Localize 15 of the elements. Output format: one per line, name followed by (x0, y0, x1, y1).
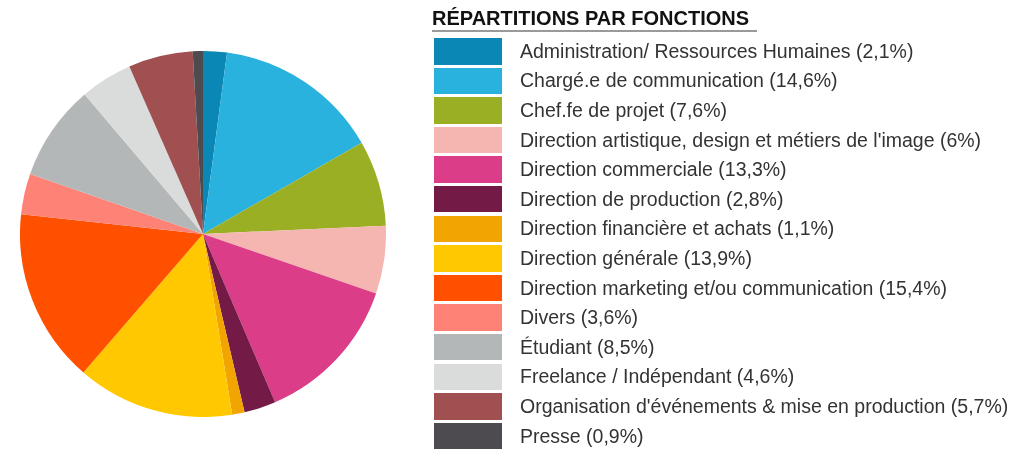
legend-label: Direction de production (2,8%) (520, 187, 784, 211)
legend-label: Direction artistique, design et métiers de l'image (6%) (520, 128, 982, 152)
legend-label: Administration/ Ressources Humaines (2,1%) (520, 39, 914, 63)
legend-label: Direction marketing et/ou communication (15,4%) (520, 276, 948, 300)
legend-label: Direction financière et achats (1,1%) (520, 217, 835, 241)
legend-label: Direction générale (13,9%) (520, 246, 752, 270)
legend-label: Chef.fe de projet (7,6%) (520, 98, 728, 122)
legend-label: Freelance / Indépendant (4,6%) (520, 365, 795, 389)
legend-label: Étudiant (8,5%) (520, 335, 655, 359)
chart-title: RÉPARTITIONS PAR FONCTIONS (432, 0, 758, 32)
legend-label: Direction commerciale (13,3%) (520, 158, 787, 182)
legend-label: Chargé.e de communication (14,6%) (520, 69, 838, 93)
legend-label: Presse (0,9%) (520, 424, 644, 448)
legend-label: Divers (3,6%) (520, 306, 639, 330)
legend-label: Organisation d'événements & mise en production (5,7%) (520, 394, 1009, 418)
